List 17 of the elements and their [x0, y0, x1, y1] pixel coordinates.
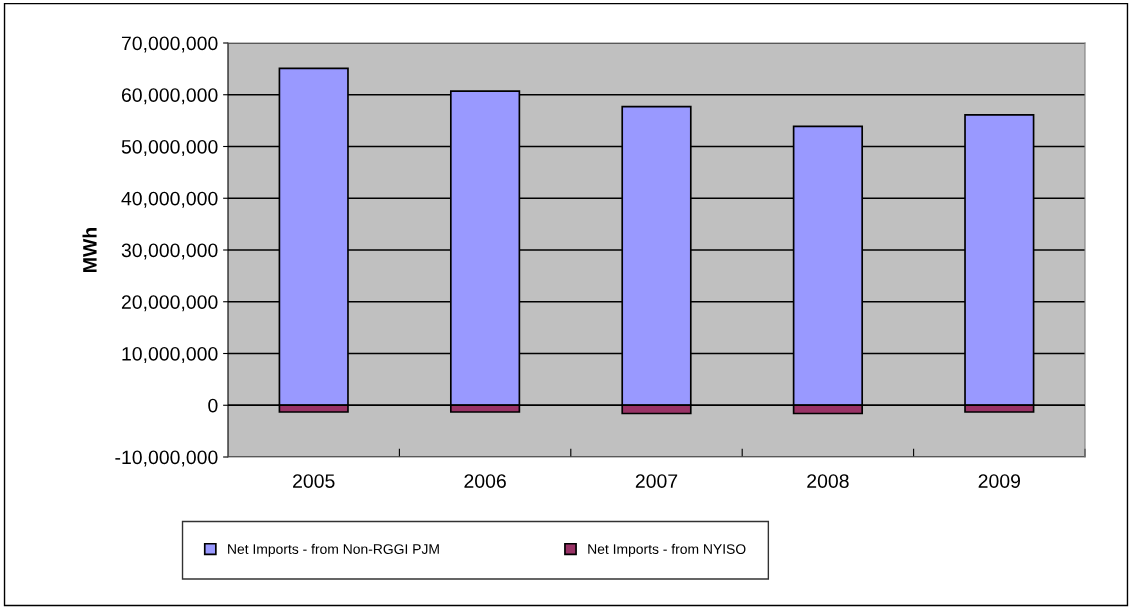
- legend-label: Net Imports - from NYISO: [588, 543, 746, 557]
- x-tick-label: 2006: [464, 474, 506, 488]
- x-tick-label: 2008: [807, 474, 849, 488]
- x-tick-label: 2007: [635, 474, 678, 488]
- y-tick-label: 60,000,000: [121, 88, 218, 105]
- y-tick-label: 40,000,000: [121, 191, 218, 208]
- x-tick-label: 2005: [293, 474, 335, 488]
- y-tick-label: 50,000,000: [121, 139, 218, 157]
- y-tick-label: 30,000,000: [121, 243, 218, 260]
- y-axis-title: MWh: [82, 227, 97, 272]
- y-tick-label: 70,000,000: [121, 36, 218, 53]
- legend-label: Net Imports - from Non-RGGI PJM: [228, 543, 439, 557]
- y-tick-label: 10,000,000: [122, 346, 218, 364]
- y-tick-label: 20,000,000: [121, 295, 218, 312]
- y-tick-label: -10,000,000: [115, 450, 218, 467]
- y-tick-label: 0: [208, 398, 218, 413]
- x-tick-label: 2009: [978, 474, 1021, 488]
